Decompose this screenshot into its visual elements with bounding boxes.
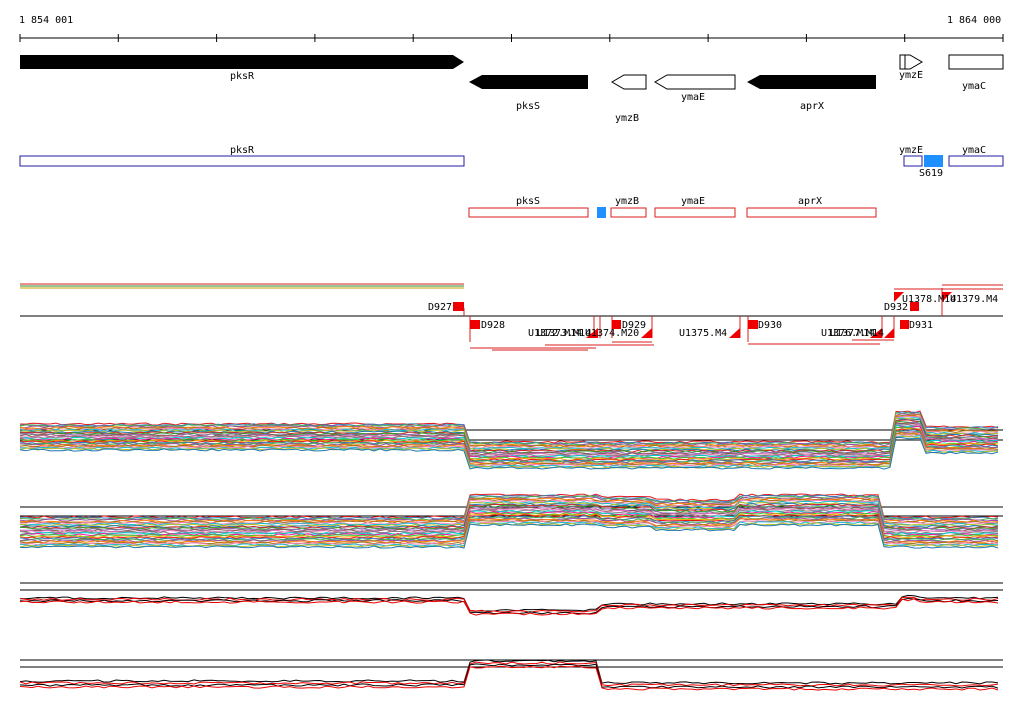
profile-trace	[19, 510, 999, 537]
gene-arrow-aprX[interactable]	[747, 75, 876, 89]
segment-label-D932: D932	[884, 302, 908, 313]
expression-panel-3	[19, 582, 1003, 616]
coordinate-ruler: 1 854 001 1 864 000	[19, 15, 1004, 42]
expression-panel-4	[19, 659, 1003, 691]
profile-trace	[19, 597, 999, 615]
profile-trace	[19, 520, 999, 546]
fwd-box-ymzE[interactable]	[903, 155, 923, 167]
segment-label-U1375: U1375.M4	[679, 328, 727, 339]
segment-label-U1374: U1374.M20	[585, 328, 639, 339]
profile-trace	[19, 496, 999, 522]
profile-trace	[19, 594, 999, 612]
segment-label-U1376: U1376.M14	[821, 328, 875, 339]
forward-feature-track: pksR ymzE S619 ymaC	[19, 145, 1004, 179]
gene-arrow-pksR[interactable]	[20, 55, 464, 69]
rev-box-ymzB[interactable]	[610, 207, 647, 218]
segment-label-U1378: U1378.M14	[902, 294, 956, 305]
gene-track: pksR pksS ymzB ymaE aprX ymzE ymaC	[20, 54, 1004, 124]
gene-label-ymaE: ymaE	[681, 92, 705, 103]
rev-box-pksS[interactable]	[468, 207, 589, 218]
segment-label-D931: D931	[909, 320, 933, 331]
rev-label-ymaE: ymaE	[681, 196, 705, 207]
segment-label-D930: D930	[758, 320, 782, 331]
segment-label-U1379: U1379.M4	[950, 294, 998, 305]
ruler-ticks	[19, 34, 1004, 42]
profile-trace	[19, 436, 999, 470]
rev-box-aprX[interactable]	[746, 207, 877, 218]
segment-label-D929: D929	[622, 320, 646, 331]
profile-trace	[20, 499, 999, 525]
rev-label-ymzB: ymzB	[615, 196, 639, 207]
gene-arrow-ymaE[interactable]	[654, 74, 736, 90]
gene-arrow-ymzE[interactable]	[899, 54, 923, 70]
profile-trace	[19, 523, 999, 549]
profile-trace	[19, 521, 999, 547]
gene-arrow-pksS[interactable]	[469, 75, 588, 89]
profile-trace	[19, 418, 998, 452]
gene-label-pksR: pksR	[230, 71, 255, 82]
fwd-box-pksR[interactable]	[19, 155, 465, 167]
gene-arrow-ymaC[interactable]	[948, 54, 1004, 70]
fwd-label-ymaC: ymaC	[962, 145, 986, 156]
reverse-feature-track: pksS ymzB ymaE aprX	[468, 196, 877, 218]
ruler-end-label: 1 864 000	[947, 15, 1001, 26]
profile-trace	[19, 514, 999, 540]
profile-trace	[19, 509, 999, 536]
profile-trace	[19, 412, 999, 446]
profile-trace	[19, 493, 999, 519]
fwd-highlight-S619[interactable]	[924, 155, 943, 167]
segment-label-U1377: U1377.M14	[830, 328, 884, 339]
gene-label-ymzB: ymzB	[615, 113, 639, 124]
profile-trace	[19, 494, 999, 520]
profile-trace	[19, 663, 999, 689]
fwd-label-ymzE: ymzE	[899, 145, 923, 156]
segmentation-track: D927 D928 U1372.M14 U1373.M14 U1374.M20 …	[20, 283, 1003, 351]
profile-trace	[19, 423, 999, 457]
fwd-box-ymaC[interactable]	[948, 155, 1004, 167]
profile-trace	[19, 497, 999, 523]
expression-panel-1	[19, 410, 1003, 470]
fwd-label-S619: S619	[919, 168, 943, 179]
profile-trace	[19, 661, 999, 687]
profile-trace	[19, 504, 999, 531]
profile-trace	[19, 432, 999, 466]
gene-label-pksS: pksS	[516, 101, 540, 112]
rev-label-aprX: aprX	[798, 196, 822, 207]
profile-trace	[19, 430, 999, 464]
segment-label-U1373: U1373.M14	[537, 328, 591, 339]
profile-trace	[19, 427, 999, 461]
gene-label-ymzE: ymzE	[899, 70, 923, 81]
segment-label-D927: D927	[428, 302, 452, 313]
rev-label-pksS: pksS	[516, 196, 540, 207]
profile-trace	[19, 665, 999, 691]
segment-label-D928: D928	[481, 320, 505, 331]
fwd-label-pksR: pksR	[230, 145, 255, 156]
profile-trace	[19, 518, 999, 544]
gene-label-aprX: aprX	[800, 101, 824, 112]
rev-highlight[interactable]	[597, 207, 606, 218]
profile-trace	[19, 422, 999, 456]
profile-trace	[19, 410, 999, 444]
gene-label-ymaC: ymaC	[962, 81, 986, 92]
profile-trace	[19, 598, 999, 616]
profile-trace	[19, 426, 999, 460]
gene-arrow-ymzB[interactable]	[611, 74, 647, 90]
ruler-start-label: 1 854 001	[19, 15, 73, 26]
profile-trace	[19, 659, 999, 685]
segment-label-U1372: U1372.M14	[528, 328, 582, 339]
profile-trace	[19, 517, 999, 543]
expression-panel-2	[19, 493, 1003, 549]
rev-box-ymaE[interactable]	[654, 207, 736, 218]
profile-trace	[19, 415, 999, 449]
profile-trace	[19, 501, 999, 527]
